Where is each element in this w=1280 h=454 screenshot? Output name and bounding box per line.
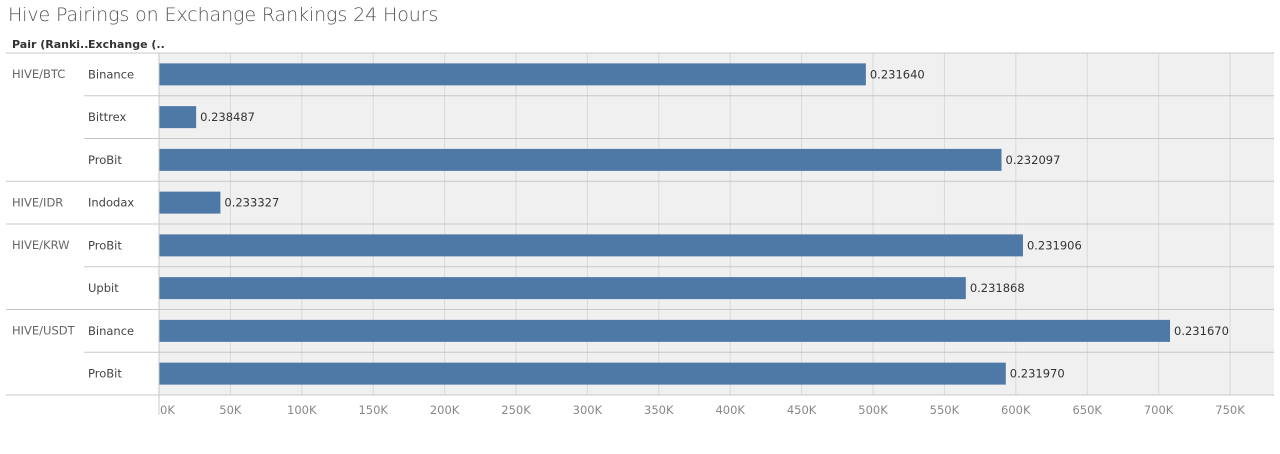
pair-label: HIVE/IDR (12, 195, 63, 209)
x-tick-label: 50K (219, 403, 242, 417)
data-label: 0.231970 (1010, 367, 1065, 381)
pair-label: HIVE/BTC (12, 67, 65, 81)
x-tick-label: 450K (787, 403, 817, 417)
data-label: 0.231906 (1027, 238, 1082, 252)
pair-label: HIVE/USDT (12, 324, 76, 338)
chart-title: Hive Pairings on Exchange Rankings 24 Ho… (8, 4, 439, 26)
pair-column-header[interactable]: Pair (Ranki.. (12, 38, 89, 51)
x-tick-label: 650K (1072, 403, 1102, 417)
exchange-label: ProBit (88, 367, 122, 381)
bar (159, 277, 966, 300)
x-tick-label: 100K (287, 403, 317, 417)
pair-label: HIVE/KRW (12, 238, 69, 252)
x-tick-label: 150K (358, 403, 388, 417)
bar (159, 148, 1002, 171)
data-label: 0.231670 (1174, 324, 1229, 338)
bar (159, 319, 1171, 342)
data-label: 0.231640 (870, 67, 925, 81)
exchange-label: Binance (88, 324, 134, 338)
x-tick-label: 500K (858, 403, 888, 417)
x-tick-label: 700K (1144, 403, 1174, 417)
exchange-label: Upbit (88, 281, 119, 295)
exchange-label: ProBit (88, 153, 122, 167)
data-label: 0.231868 (970, 281, 1025, 295)
x-tick-label: 750K (1215, 403, 1245, 417)
exchange-label: ProBit (88, 238, 122, 252)
bar (159, 63, 866, 86)
exchange-column-header[interactable]: Exchange (.. (88, 38, 165, 51)
bar (159, 191, 221, 214)
bar (159, 234, 1023, 257)
exchange-label: Indodax (88, 196, 134, 210)
x-tick-label: 550K (930, 403, 960, 417)
x-tick-label: 250K (501, 403, 531, 417)
data-label: 0.238487 (200, 110, 255, 124)
x-tick-label: 0K (160, 403, 175, 417)
x-tick-label: 350K (644, 403, 674, 417)
data-label: 0.233327 (224, 196, 279, 210)
x-tick-label: 400K (715, 403, 745, 417)
exchange-label: Bittrex (88, 110, 126, 124)
x-tick-label: 300K (573, 403, 603, 417)
bar (159, 362, 1006, 385)
x-tick-label: 200K (430, 403, 460, 417)
exchange-label: Binance (88, 67, 134, 81)
bar (159, 106, 197, 129)
x-tick-label: 600K (1001, 403, 1031, 417)
data-label: 0.232097 (1006, 153, 1061, 167)
